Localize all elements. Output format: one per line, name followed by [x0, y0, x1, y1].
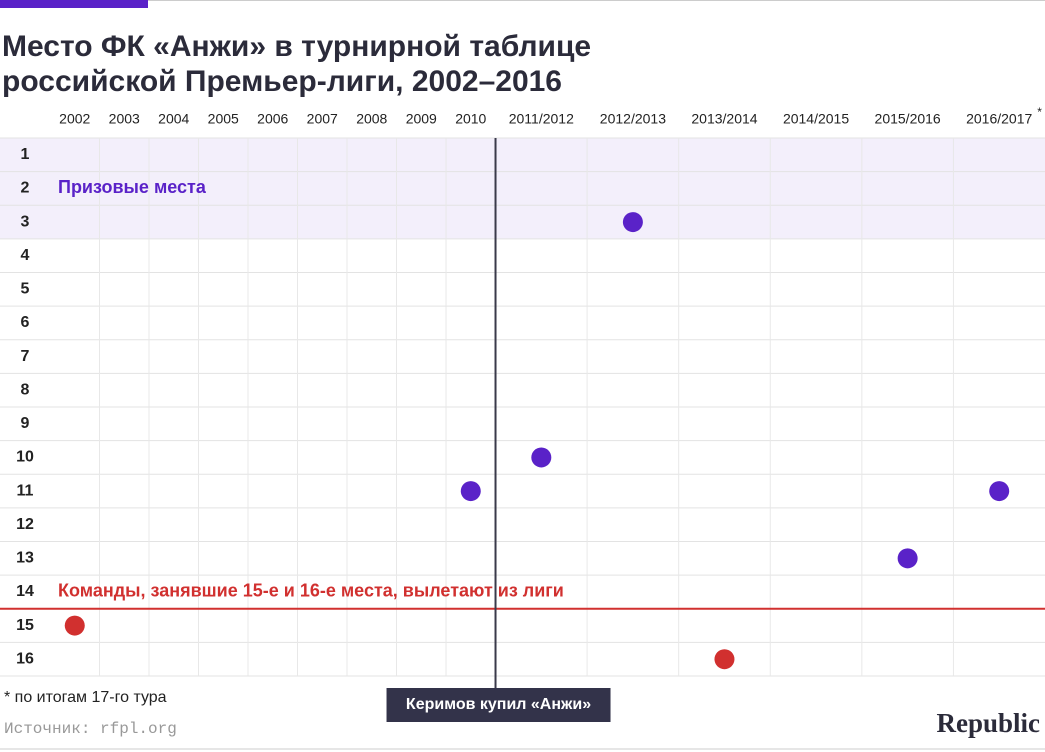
dot	[531, 447, 552, 468]
chart-title: Место ФК «Анжи» в турнирной таблице росси…	[2, 30, 591, 98]
x-tick-label: 2005	[208, 111, 239, 127]
x-tick-label: 2010	[455, 111, 486, 127]
zone-label: Призовые места	[58, 177, 207, 197]
x-tick-label: 2008	[356, 111, 387, 127]
x-tick-label: 2011/2012	[509, 111, 574, 127]
y-tick-label: 5	[21, 281, 30, 298]
x-tick-label: 2014/2015	[783, 111, 849, 127]
event-label: Керимов купил «Анжи»	[406, 696, 591, 713]
y-tick-label: 4	[21, 247, 30, 264]
zone-band	[0, 138, 1045, 239]
x-tick-label: 2016/2017	[966, 111, 1032, 127]
y-tick-label: 9	[21, 415, 30, 432]
y-tick-label: 10	[16, 449, 34, 466]
source: Источник: rfpl.org	[4, 720, 177, 738]
x-tick-label: 2004	[158, 111, 189, 127]
y-tick-label: 15	[16, 617, 34, 634]
y-tick-label: 16	[16, 650, 34, 667]
y-tick-label: 1	[21, 146, 30, 163]
x-tick-label: 2006	[257, 111, 288, 127]
zone-label: Команды, занявшие 15-е и 16-е места, выл…	[58, 581, 564, 601]
dot	[460, 481, 481, 502]
dot	[714, 649, 735, 670]
y-tick-label: 11	[17, 482, 34, 499]
y-tick-label: 14	[16, 583, 34, 600]
x-tick-label: 2003	[109, 111, 140, 127]
y-tick-label: 12	[16, 516, 34, 533]
event-box	[386, 688, 611, 722]
x-tick-label: 2013/2014	[691, 111, 757, 127]
x-tick-label: 2009	[406, 111, 437, 127]
x-tick-label: 2012/2013	[600, 111, 666, 127]
accent-bar	[0, 0, 148, 8]
y-tick-label: 7	[21, 348, 30, 365]
brand: Republic	[936, 708, 1040, 738]
dot	[64, 615, 85, 636]
dot	[897, 548, 918, 569]
x-tick-label: 2002	[59, 111, 90, 127]
background-layer	[0, 137, 1045, 677]
x-tick-label: 2007	[307, 111, 338, 127]
y-tick-label: 2	[21, 180, 30, 197]
y-tick-label: 8	[21, 381, 30, 398]
dot	[989, 481, 1010, 502]
x-tick-label: 2015/2016	[875, 111, 941, 127]
dot	[622, 212, 643, 233]
category-note-mark: *	[1037, 105, 1042, 119]
footnote: * по итогам 17-го тура	[4, 689, 167, 706]
y-tick-label: 6	[21, 314, 30, 331]
y-tick-label: 3	[21, 213, 30, 230]
y-tick-label: 13	[16, 550, 34, 567]
